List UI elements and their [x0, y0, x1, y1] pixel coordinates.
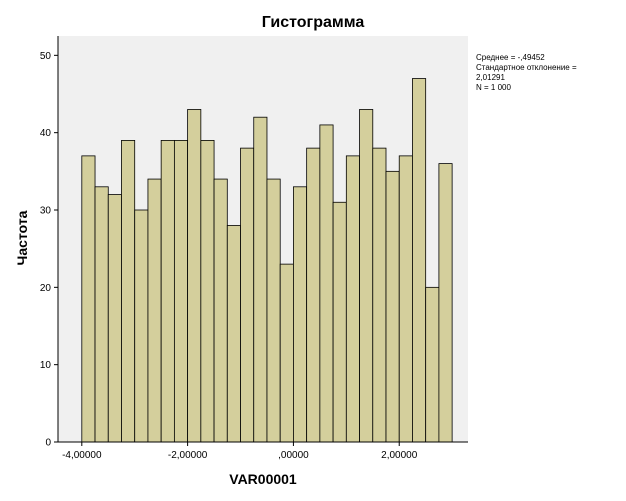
histogram-bar [240, 147, 255, 443]
histogram-bar [226, 225, 241, 443]
histogram-bar [279, 263, 294, 443]
histogram-bar [425, 286, 440, 443]
x-tick-label: ,00000 [278, 450, 309, 461]
histogram-bar [359, 109, 374, 443]
y-axis-label: Частота [14, 210, 30, 265]
stat-std-label: Стандартное отклонение = [476, 63, 577, 72]
stat-std-value: 2,01291 [476, 73, 505, 82]
histogram-bar [412, 78, 427, 443]
statistics-box: Среднее = -,49452 Стандартное отклонение… [476, 53, 624, 93]
histogram-bar [385, 170, 400, 443]
histogram-bar [213, 178, 228, 443]
histogram-bar [398, 155, 413, 443]
histogram-bar [345, 155, 360, 443]
axes-group: 0 10 20 30 40 50 -4,00000 -2,00000 ,00000 2,00000 [40, 36, 468, 461]
histogram-bar [332, 201, 347, 443]
x-tick-label: 2,00000 [381, 450, 418, 461]
y-tick-label: 50 [40, 51, 52, 62]
histogram-bar [121, 139, 136, 443]
histogram-bar [107, 194, 122, 443]
histogram-bar [81, 155, 96, 443]
histogram-bar [94, 186, 109, 443]
histogram-bar [253, 116, 268, 443]
x-tick-label: -4,00000 [62, 450, 102, 461]
histogram-bar [187, 109, 202, 443]
y-tick-label: 20 [40, 283, 52, 294]
chart-title: Гистограмма [262, 14, 365, 31]
histogram-bar [160, 139, 175, 443]
histogram-bar [293, 186, 308, 443]
y-tick-label: 40 [40, 128, 52, 139]
histogram-bar [147, 178, 162, 443]
histogram-bar [173, 139, 189, 443]
histogram-bar [438, 163, 453, 443]
histogram-bar [372, 147, 387, 443]
x-tick-label: -2,00000 [168, 450, 208, 461]
y-tick-label: 30 [40, 206, 52, 217]
stat-n: N = 1 000 [476, 83, 511, 92]
histogram-bar [266, 178, 281, 443]
bars-group [81, 78, 453, 443]
histogram-bar [319, 124, 334, 443]
stat-mean: Среднее = -,49452 [476, 53, 545, 62]
histogram-bar [306, 147, 321, 443]
histogram-bar [134, 209, 149, 443]
histogram-bar [200, 139, 215, 443]
y-tick-label: 10 [40, 360, 52, 371]
y-tick-label: 0 [45, 438, 51, 449]
x-axis-label: VAR00001 [229, 471, 297, 487]
